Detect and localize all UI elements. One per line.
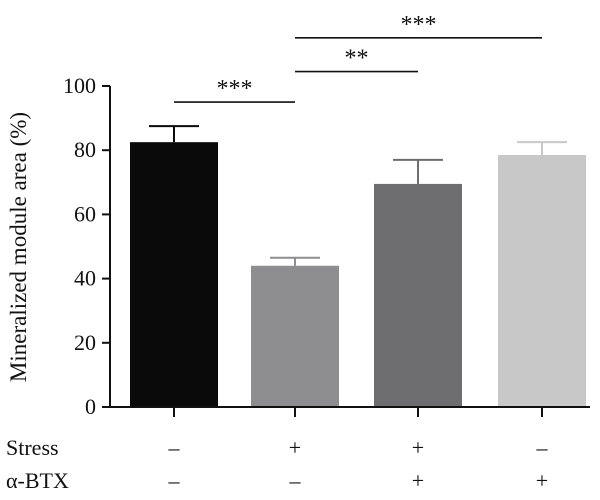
y-tick-label: 80 — [74, 137, 96, 162]
significance-label-2: ** — [345, 46, 369, 72]
y-tick-label: 0 — [85, 394, 96, 419]
significance-label-3: *** — [401, 12, 437, 38]
y-tick-label: 100 — [63, 73, 96, 98]
condition-value: – — [168, 435, 181, 460]
condition-value: – — [168, 468, 181, 493]
condition-value: + — [412, 468, 424, 493]
error-bars — [149, 125, 567, 266]
y-tick-label: 60 — [74, 201, 96, 226]
y-tick-label: 20 — [74, 330, 96, 355]
condition-value: + — [289, 435, 301, 460]
condition-label-1: Stress — [6, 435, 59, 460]
condition-value: – — [289, 468, 302, 493]
condition-value: + — [412, 435, 424, 460]
condition-rows: Stress – + + – α-BTX – – + + — [6, 435, 549, 493]
significance-brackets: ******** — [174, 12, 542, 103]
bar-4 — [498, 155, 586, 407]
bar-2 — [251, 265, 339, 407]
bar-3 — [374, 183, 462, 407]
significance-label-1: *** — [217, 76, 253, 102]
bars — [130, 142, 586, 408]
y-tick-label: 40 — [74, 266, 96, 291]
bar-1 — [130, 142, 218, 408]
condition-value: – — [536, 435, 549, 460]
axes: 0 20 40 60 80 100 — [63, 73, 590, 419]
condition-label-2: α-BTX — [6, 468, 69, 493]
condition-value: + — [536, 468, 548, 493]
y-axis-label: Mineralized module area (%) — [6, 112, 31, 382]
